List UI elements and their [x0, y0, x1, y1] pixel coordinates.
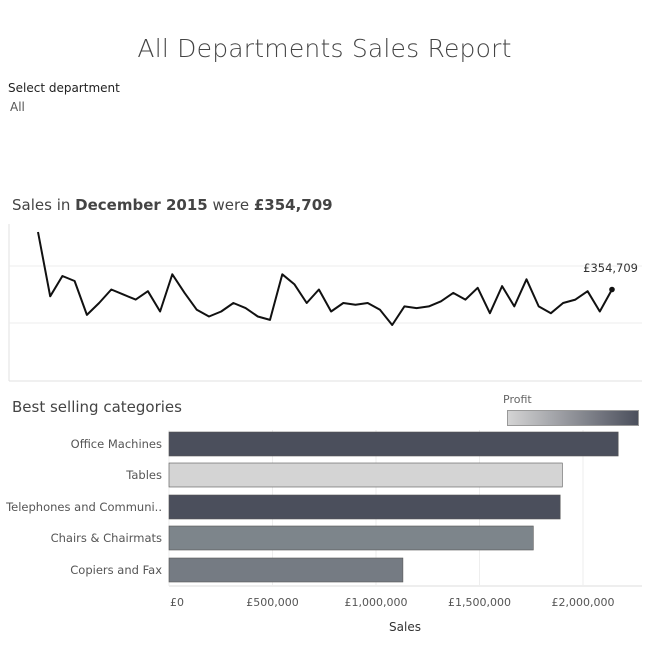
x-tick-label: £0 — [170, 596, 184, 609]
bar-chart-title: Best selling categories — [12, 398, 182, 416]
headline-amount: £354,709 — [253, 196, 333, 214]
bar-4 — [168, 525, 534, 551]
category-label: Telephones and Communi.. — [5, 500, 162, 514]
x-tick-label: £500,000 — [246, 596, 299, 609]
headline-period: December 2015 — [75, 196, 208, 214]
x-axis-label: Sales — [389, 620, 421, 634]
profit-legend-gradient — [507, 410, 639, 426]
bar-2 — [168, 462, 563, 488]
headline-middle: were — [207, 196, 254, 214]
x-tick-label: £1,500,000 — [448, 596, 511, 609]
department-filter-label: Select department — [8, 81, 120, 95]
sales-line — [37, 231, 613, 326]
bar-3 — [168, 494, 561, 520]
line-chart-headline: Sales in December 2015 were £354,709 — [12, 196, 333, 214]
last-point-marker — [609, 286, 615, 293]
department-filter-select[interactable]: All — [10, 100, 25, 114]
headline-prefix: Sales in — [12, 196, 76, 214]
x-tick-label: £2,000,000 — [552, 596, 615, 609]
last-point-label: £354,709 — [583, 261, 638, 275]
profit-legend-title: Profit — [503, 393, 532, 406]
category-label: Chairs & Chairmats — [51, 531, 162, 545]
category-label: Copiers and Fax — [70, 563, 162, 577]
x-tick-label: £1,000,000 — [345, 596, 408, 609]
page-title: All Departments Sales Report — [137, 34, 512, 63]
bar-5 — [168, 557, 404, 583]
category-label: Office Machines — [71, 437, 162, 451]
bar-1 — [168, 431, 619, 457]
category-label: Tables — [125, 468, 162, 482]
